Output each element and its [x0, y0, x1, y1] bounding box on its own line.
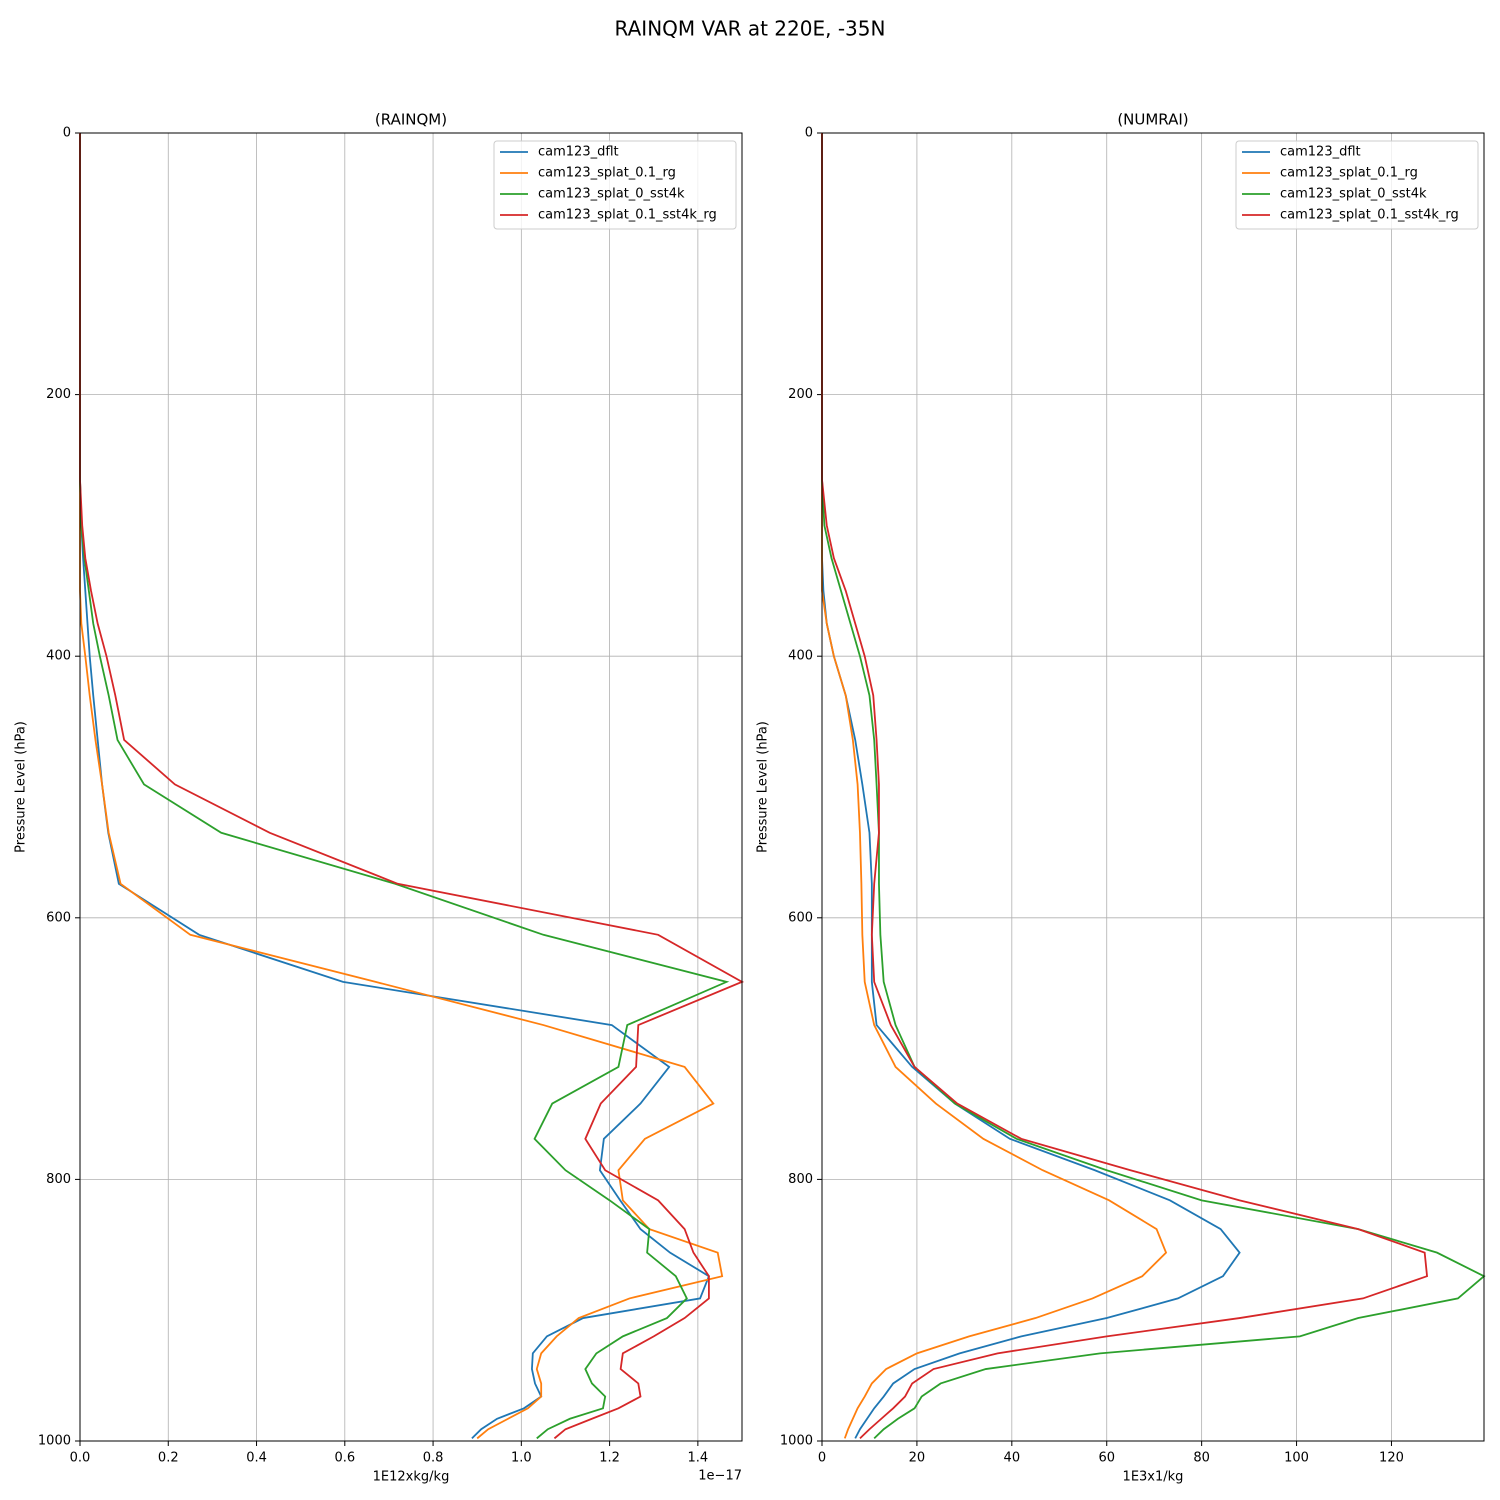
y-axis-label: Pressure Level (hPa) [14, 721, 29, 853]
legend-label: cam123_dflt [1280, 145, 1361, 160]
legend: cam123_dflt cam123_splat_0.1_rg cam123_spl… [493, 140, 737, 230]
y-axis-label: Pressure Level (hPa) [756, 721, 771, 853]
axis-offset-text: 1e−17 [698, 1469, 742, 1484]
legend-label: cam123_splat_0.1_rg [1280, 166, 1418, 181]
x-tick-label: 0.6 [334, 1451, 355, 1466]
x-tick-label: 0.0 [70, 1451, 91, 1466]
x-tick-label: 20 [909, 1451, 926, 1466]
y-tick-label: 600 [46, 910, 71, 925]
x-tick-label: 80 [1193, 1451, 1210, 1466]
subplot-title: (NUMRAI) [1117, 111, 1188, 129]
legend-label: cam123_splat_0_sst4k [1280, 187, 1427, 202]
legend-label: cam123_splat_0_sst4k [538, 187, 685, 202]
x-tick-label: 0.8 [423, 1451, 444, 1466]
series-line [821, 133, 1429, 1440]
series-line [79, 133, 730, 1440]
x-tick-label: 1.4 [688, 1451, 709, 1466]
legend-box [493, 140, 737, 230]
y-tick-label: 200 [46, 387, 71, 402]
x-tick-label: 40 [1004, 1451, 1021, 1466]
y-tick-label: 800 [788, 1172, 813, 1187]
legend-label: cam123_splat_0.1_rg [538, 166, 676, 181]
legend-box [1235, 140, 1479, 230]
y-tick-label: 0 [805, 126, 813, 141]
legend-label: cam123_dflt [538, 145, 619, 160]
x-tick-label: 0.4 [246, 1451, 267, 1466]
legend-label: cam123_splat_0.1_sst4k_rg [538, 208, 717, 223]
series-line [79, 133, 711, 1440]
x-axis-label: 1E3x1/kg [1123, 1470, 1184, 1485]
y-tick-label: 0 [63, 126, 71, 141]
y-tick-label: 200 [788, 387, 813, 402]
figure-title: RAINQM VAR at 220E, -35N [615, 17, 886, 41]
x-tick-label: 60 [1098, 1451, 1115, 1466]
legend: cam123_dflt cam123_splat_0.1_rg cam123_spl… [1235, 140, 1479, 230]
y-tick-label: 400 [788, 649, 813, 664]
legend-label: cam123_splat_0.1_sst4k_rg [1280, 208, 1459, 223]
plot-frame [79, 132, 743, 1442]
y-tick-label: 800 [46, 1172, 71, 1187]
x-axis-label: 1E12xkg/kg [373, 1470, 450, 1485]
x-tick-label: 1.0 [511, 1451, 532, 1466]
x-tick-label: 0 [818, 1451, 826, 1466]
x-tick-label: 1.2 [599, 1451, 620, 1466]
x-tick-label: 120 [1379, 1451, 1404, 1466]
y-tick-label: 600 [788, 910, 813, 925]
x-tick-label: 100 [1284, 1451, 1309, 1466]
y-tick-label: 400 [46, 649, 71, 664]
subplot-title: (RAINQM) [375, 111, 447, 129]
series-line [79, 133, 745, 1440]
y-tick-label: 1000 [780, 1434, 813, 1449]
plot-frame [821, 132, 1485, 1442]
x-tick-label: 0.2 [158, 1451, 179, 1466]
y-tick-label: 1000 [38, 1434, 71, 1449]
